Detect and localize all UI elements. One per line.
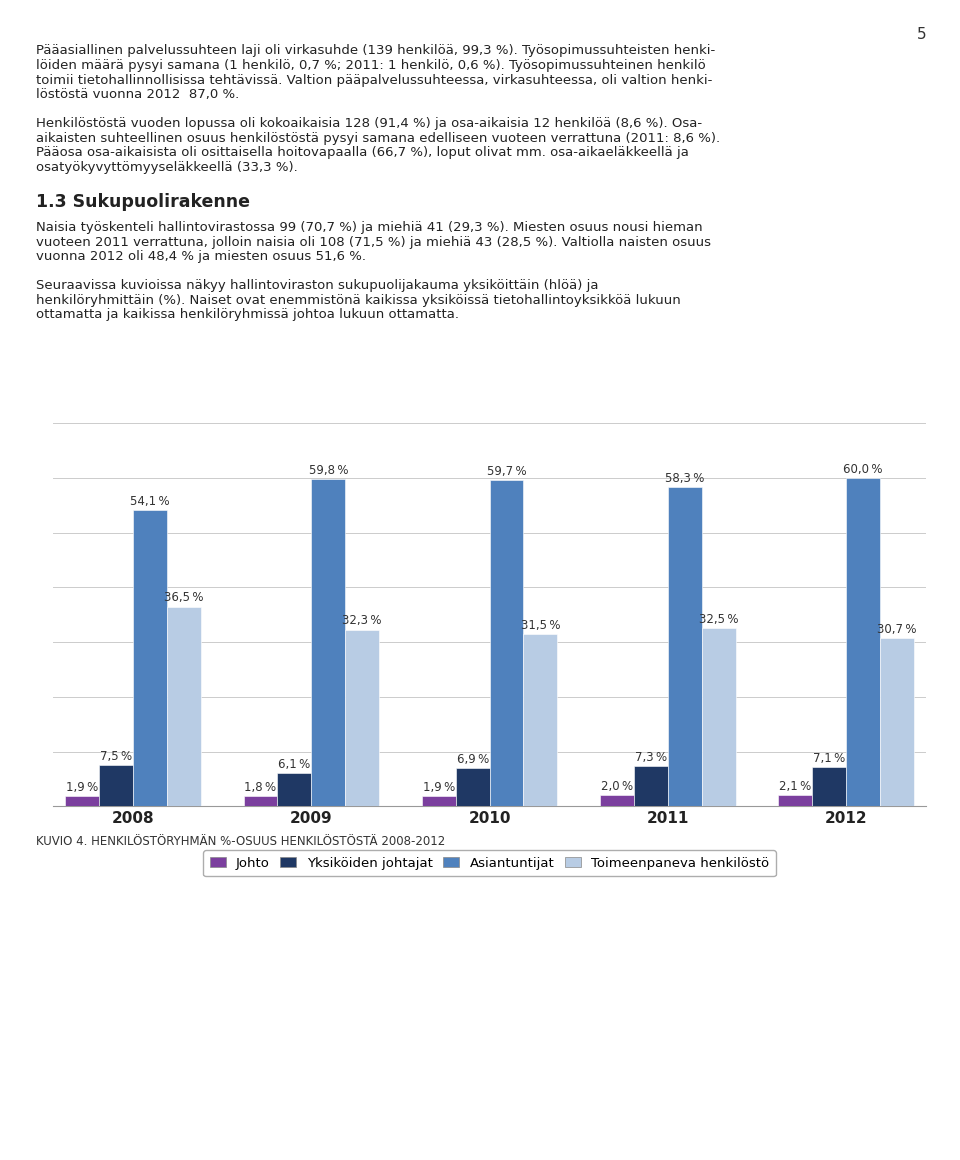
Text: 1,9 %: 1,9 %: [422, 781, 455, 793]
Bar: [490, 480, 523, 806]
Text: 54,1 %: 54,1 %: [131, 495, 170, 508]
Text: 2,1 %: 2,1 %: [780, 780, 811, 792]
Text: Seuraavissa kuvioissa näkyy hallintoviraston sukupuolijakauma yksiköittäin (hlöä: Seuraavissa kuvioissa näkyy hallintovira…: [36, 278, 599, 292]
Text: henkilöryhmittäin (%). Naiset ovat enemmistönä kaikissa yksiköissä tietohallinto: henkilöryhmittäin (%). Naiset ovat enemm…: [36, 293, 682, 306]
Text: aikaisten suhteellinen osuus henkilöstöstä pysyi samana edelliseen vuoteen verra: aikaisten suhteellinen osuus henkilöstös…: [36, 131, 721, 145]
Legend: Johto, Yksiköiden johtajat, Asiantuntijat, Toimeenpaneva henkilöstö: Johto, Yksiköiden johtajat, Asiantuntija…: [204, 850, 776, 876]
Text: 1,9 %: 1,9 %: [66, 781, 98, 793]
Bar: [779, 795, 812, 806]
Text: 7,3 %: 7,3 %: [635, 751, 667, 764]
Text: 1.3 Sukupuolirakenne: 1.3 Sukupuolirakenne: [36, 194, 251, 211]
Text: 6,1 %: 6,1 %: [278, 757, 310, 770]
Text: Naisia työskenteli hallintovirastossa 99 (70,7 %) ja miehiä 41 (29,3 %). Miesten: Naisia työskenteli hallintovirastossa 99…: [36, 220, 703, 234]
Text: KUVIO 4. HENKILÖSTÖRYHMÄN %-OSUUS HENKILÖSTÖSTÄ 2008-2012: KUVIO 4. HENKILÖSTÖRYHMÄN %-OSUUS HENKIL…: [36, 835, 445, 848]
Bar: [812, 768, 846, 806]
Bar: [244, 797, 277, 806]
Bar: [311, 479, 346, 806]
Bar: [65, 796, 99, 806]
Bar: [880, 638, 914, 806]
Text: Henkilöstöstä vuoden lopussa oli kokoaikaisia 128 (91,4 %) ja osa-aikaisia 12 he: Henkilöstöstä vuoden lopussa oli kokoaik…: [36, 117, 703, 130]
Bar: [846, 478, 880, 806]
Bar: [133, 510, 167, 806]
Bar: [702, 629, 735, 806]
Bar: [346, 630, 379, 806]
Text: löstöstä vuonna 2012  87,0 %.: löstöstä vuonna 2012 87,0 %.: [36, 88, 240, 101]
Text: ottamatta ja kaikissa henkilöryhmissä johtoa lukuun ottamatta.: ottamatta ja kaikissa henkilöryhmissä jo…: [36, 309, 460, 321]
Text: 32,3 %: 32,3 %: [343, 615, 382, 628]
Text: 7,5 %: 7,5 %: [100, 751, 132, 763]
Text: vuoteen 2011 verrattuna, jolloin naisia oli 108 (71,5 %) ja miehiä 43 (28,5 %). : vuoteen 2011 verrattuna, jolloin naisia …: [36, 235, 711, 248]
Text: löiden määrä pysyi samana (1 henkilö, 0,7 %; 2011: 1 henkilö, 0,6 %). Työsopimus: löiden määrä pysyi samana (1 henkilö, 0,…: [36, 59, 707, 72]
Text: 2,0 %: 2,0 %: [601, 780, 634, 793]
Text: Pääasiallinen palvelussuhteen laji oli virkasuhde (139 henkilöä, 99,3 %). Työsop: Pääasiallinen palvelussuhteen laji oli v…: [36, 44, 716, 57]
Text: 59,8 %: 59,8 %: [308, 464, 348, 477]
Text: 36,5 %: 36,5 %: [164, 592, 204, 604]
Text: 31,5 %: 31,5 %: [520, 618, 561, 632]
Bar: [600, 796, 634, 806]
Text: 60,0 %: 60,0 %: [843, 463, 883, 476]
Bar: [456, 768, 490, 806]
Text: vuonna 2012 oli 48,4 % ja miesten osuus 51,6 %.: vuonna 2012 oli 48,4 % ja miesten osuus …: [36, 251, 367, 263]
Bar: [668, 487, 702, 806]
Text: 59,7 %: 59,7 %: [487, 464, 526, 478]
Bar: [634, 767, 668, 806]
Text: toimii tietohallinnollisissa tehtävissä. Valtion pääpalvelussuhteessa, virkasuht: toimii tietohallinnollisissa tehtävissä.…: [36, 73, 713, 87]
Bar: [167, 607, 201, 806]
Text: Pääosa osa-aikaisista oli osittaisella hoitovapaalla (66,7 %), loput olivat mm. : Pääosa osa-aikaisista oli osittaisella h…: [36, 146, 689, 159]
Bar: [99, 766, 133, 806]
Text: 30,7 %: 30,7 %: [877, 623, 917, 636]
Text: 6,9 %: 6,9 %: [457, 753, 489, 767]
Text: 7,1 %: 7,1 %: [813, 752, 846, 766]
Bar: [523, 633, 558, 806]
Text: osatyökyvyttömyyseläkkeellä (33,3 %).: osatyökyvyttömyyseläkkeellä (33,3 %).: [36, 161, 299, 174]
Text: 58,3 %: 58,3 %: [665, 472, 705, 485]
Bar: [421, 796, 456, 806]
Bar: [277, 773, 311, 806]
Text: 1,8 %: 1,8 %: [245, 781, 276, 795]
Text: 5: 5: [917, 27, 926, 42]
Text: 32,5 %: 32,5 %: [699, 614, 738, 626]
